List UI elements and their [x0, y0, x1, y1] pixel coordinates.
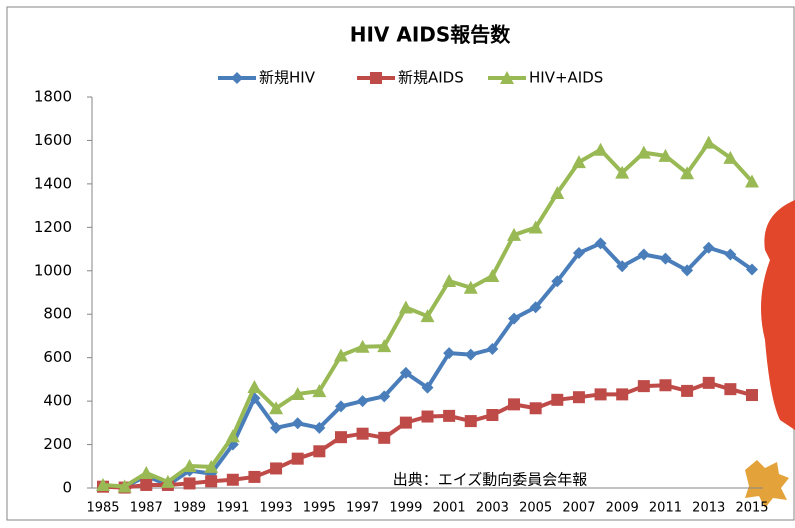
data-point: [270, 462, 282, 474]
x-tick-label: 1995: [303, 501, 336, 516]
data-point: [227, 474, 239, 486]
data-point: [140, 479, 152, 491]
data-point: [638, 380, 650, 392]
data-point: [508, 398, 520, 410]
x-tick-label: 1989: [173, 501, 206, 516]
x-tick-label: 2013: [692, 501, 725, 516]
x-tick-label: 1991: [216, 501, 249, 516]
x-tick-label: 2009: [606, 501, 639, 516]
data-point: [486, 409, 498, 421]
y-tick-label: 1200: [34, 218, 72, 236]
data-point: [595, 388, 607, 400]
y-tick-label: 1000: [34, 261, 72, 279]
data-point: [184, 477, 196, 489]
chart-title: HIV AIDS報告数: [350, 23, 512, 47]
data-point: [703, 377, 715, 389]
data-point: [659, 379, 671, 391]
data-point: [335, 431, 347, 443]
annotation: 出典：エイズ動向委員会年報: [393, 471, 588, 489]
data-point: [465, 415, 477, 427]
data-point: [681, 385, 693, 397]
data-point: [313, 445, 325, 457]
y-tick-label: 400: [43, 392, 72, 410]
legend-label: HIV+AIDS: [529, 69, 603, 87]
legend-label: 新規HIV: [259, 69, 316, 87]
y-tick-label: 1600: [34, 131, 72, 149]
y-tick-label: 200: [43, 435, 72, 453]
data-point: [378, 432, 390, 444]
data-point: [205, 475, 217, 487]
data-point: [248, 471, 260, 483]
chart: HIV AIDS報告数 出典：エイズ動向委員会年報 0 200 400 600 800 1…: [0, 0, 795, 528]
data-point: [422, 411, 434, 423]
data-point: [357, 428, 369, 440]
y-tick-label: 1400: [34, 174, 72, 192]
data-point: [724, 383, 736, 395]
y-tick-label: 600: [43, 348, 72, 366]
x-tick-label: 2003: [476, 501, 509, 516]
data-point: [400, 417, 412, 429]
legend-marker: [370, 72, 382, 84]
x-tick-label: 2015: [735, 501, 768, 516]
data-point: [530, 402, 542, 414]
x-tick-label: 1999: [389, 501, 422, 516]
data-point: [573, 391, 585, 403]
data-point: [292, 453, 304, 465]
x-tick-label: 1985: [86, 501, 119, 516]
y-tick-label: 0: [62, 479, 72, 497]
x-tick-label: 2005: [519, 501, 552, 516]
x-tick-label: 1993: [260, 501, 293, 516]
data-point: [443, 410, 455, 422]
x-tick-label: 1987: [130, 501, 163, 516]
data-point: [551, 394, 563, 406]
x-tick-label: 2007: [562, 501, 595, 516]
x-tick-label: 2001: [433, 501, 466, 516]
y-tick-label: 800: [43, 305, 72, 323]
data-point: [746, 389, 758, 401]
data-point: [616, 388, 628, 400]
y-tick-label: 1800: [34, 88, 72, 106]
x-tick-label: 2011: [649, 501, 682, 516]
legend-label: 新規AIDS: [398, 69, 464, 87]
x-tick-label: 1997: [346, 501, 379, 516]
